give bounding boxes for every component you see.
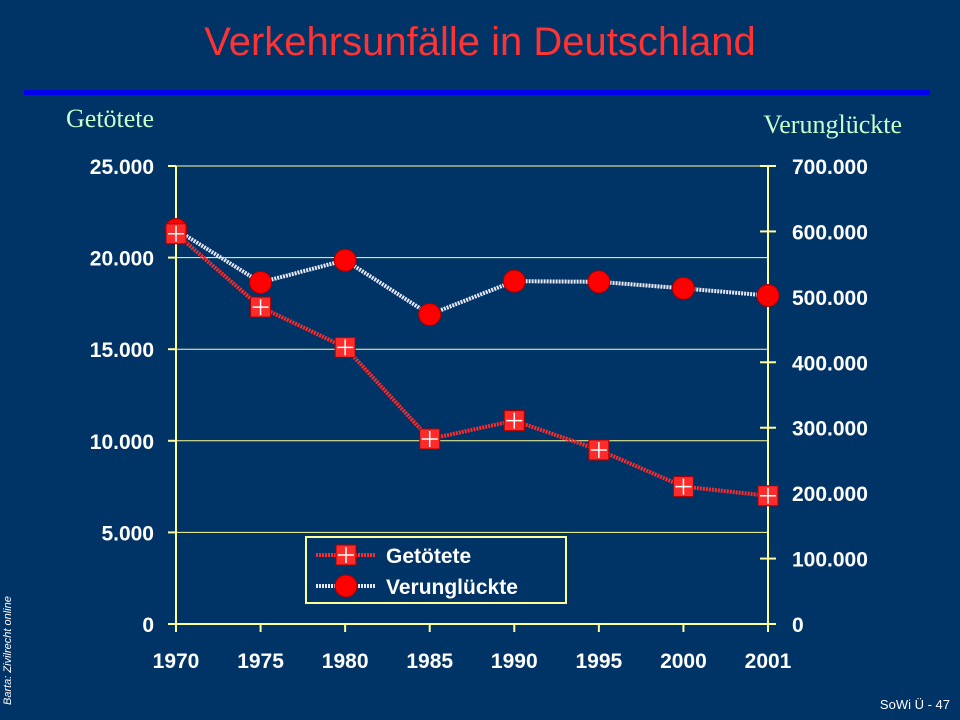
- series-line-getoetete: [174, 232, 769, 498]
- left-tick-label: 20.000: [90, 248, 154, 271]
- x-tick-label: 1970: [153, 650, 200, 673]
- x-tick-label: 2001: [745, 650, 792, 673]
- left-tick-label: 0: [142, 614, 154, 637]
- data-point-getoetete: [165, 223, 187, 245]
- data-point-verunglueckte: [249, 270, 273, 294]
- left-tick-label: 10.000: [90, 431, 154, 454]
- left-tick-label: 15.000: [90, 339, 154, 362]
- data-point-getoetete: [757, 485, 779, 507]
- data-point-getoetete: [419, 428, 441, 450]
- data-point-getoetete: [334, 336, 356, 358]
- left-axis-title: Getötete: [66, 104, 155, 133]
- data-point-getoetete: [503, 410, 525, 432]
- right-tick-label: 600.000: [792, 221, 868, 244]
- data-point-verunglueckte: [418, 303, 442, 327]
- right-tick-label: 700.000: [792, 156, 868, 179]
- left-tick-label: 25.000: [90, 156, 154, 179]
- x-tick-label: 2000: [660, 650, 707, 673]
- data-point-verunglueckte: [671, 276, 695, 300]
- x-tick-label: 1985: [406, 650, 453, 673]
- series-line-verunglueckte: [174, 227, 769, 317]
- right-tick-label: 300.000: [792, 418, 868, 441]
- x-tick-label: 1990: [491, 650, 538, 673]
- data-point-legend: [335, 544, 357, 566]
- data-point-getoetete: [250, 296, 272, 318]
- data-point-legend: [334, 574, 358, 598]
- slide-number: SoWi Ü - 47: [879, 697, 950, 712]
- left-tick-label: 5.000: [101, 522, 154, 545]
- right-tick-label: 100.000: [792, 549, 868, 572]
- page-title: Verkehrsunfälle in Deutschland: [204, 20, 756, 64]
- legend-label: Verunglückte: [386, 576, 518, 599]
- data-point-verunglueckte: [333, 248, 357, 272]
- source-note: Barta: Zivilrecht online: [2, 596, 14, 705]
- data-point-getoetete: [588, 439, 610, 461]
- right-tick-label: 0: [792, 614, 804, 637]
- data-point-verunglueckte: [756, 284, 780, 308]
- x-tick-label: 1980: [322, 650, 369, 673]
- data-point-verunglueckte: [502, 269, 526, 293]
- right-tick-label: 400.000: [792, 352, 868, 375]
- right-tick-label: 200.000: [792, 483, 868, 506]
- data-point-getoetete: [672, 476, 694, 498]
- legend-label: Getötete: [386, 545, 471, 568]
- x-tick-label: 1975: [237, 650, 284, 673]
- x-tick-label: 1995: [575, 650, 622, 673]
- right-axis-title: Verunglückte: [763, 110, 902, 139]
- right-tick-label: 500.000: [792, 287, 868, 310]
- title-underline: [24, 90, 930, 95]
- data-point-verunglueckte: [587, 270, 611, 294]
